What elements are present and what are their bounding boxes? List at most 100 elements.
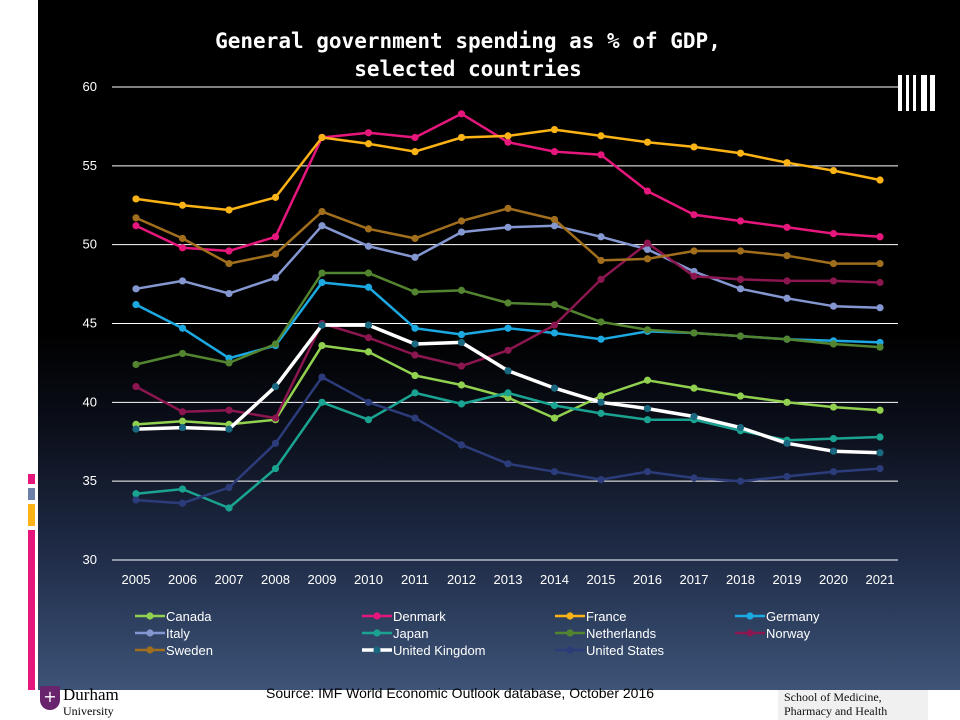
university-crest-icon [40, 686, 60, 710]
data-point-denmark [690, 211, 698, 219]
data-point-united-states [876, 464, 884, 473]
y-tick-label: 55 [83, 158, 97, 173]
data-point-denmark [643, 187, 652, 195]
data-point-canada [597, 392, 605, 400]
legend-label-norway: Norway [766, 626, 811, 641]
data-point-japan [643, 416, 652, 424]
data-point-netherlands [364, 269, 373, 277]
data-point-italy [504, 223, 512, 231]
data-point-sweden [504, 204, 512, 213]
data-point-united-kingdom [504, 367, 512, 375]
chart-title-line-1: General government spending as % of GDP, [215, 29, 721, 53]
x-tick-label: 2008 [261, 572, 290, 587]
data-point-united-states [364, 398, 373, 406]
data-point-germany [457, 330, 466, 339]
data-point-france [550, 125, 559, 134]
data-point-canada [876, 406, 884, 414]
legend-label-sweden: Sweden [166, 643, 213, 658]
data-point-united-kingdom [783, 439, 791, 447]
data-point-france [364, 140, 373, 148]
y-tick-label: 50 [83, 237, 97, 252]
data-point-italy [736, 285, 745, 293]
data-point-united-states [318, 373, 326, 381]
university-logo-subtitle: University [63, 704, 114, 718]
data-point-united-states [411, 414, 419, 422]
data-point-japan [225, 504, 233, 512]
x-tick-label: 2009 [308, 572, 337, 587]
y-tick-label: 40 [83, 394, 97, 409]
data-point-denmark [411, 133, 419, 142]
data-point-united-states [597, 475, 605, 484]
legend-marker-italy [146, 629, 154, 637]
data-point-united-kingdom [271, 382, 280, 391]
data-point-netherlands [178, 349, 187, 358]
y-tick-label: 35 [83, 473, 97, 488]
source-note: Source: IMF World Economic Outlook datab… [266, 685, 655, 701]
y-tick-label: 45 [83, 316, 97, 331]
data-point-japan [550, 401, 559, 410]
data-point-sweden [643, 255, 652, 263]
data-point-sweden [876, 259, 884, 268]
data-point-norway [829, 277, 838, 285]
x-tick-label: 2011 [401, 572, 429, 587]
data-point-france [271, 193, 280, 201]
accent-bar-yellow [28, 504, 35, 526]
dark-background-panel [38, 0, 960, 690]
data-point-japan [829, 434, 838, 443]
data-point-japan [271, 464, 280, 473]
data-point-netherlands [643, 326, 652, 334]
data-point-united-kingdom [411, 340, 419, 348]
legend-label-italy: Italy [166, 626, 190, 641]
data-point-sweden [736, 247, 745, 255]
data-point-united-states [783, 472, 791, 481]
data-point-canada [411, 371, 419, 380]
data-point-denmark [736, 217, 745, 225]
data-point-canada [318, 341, 326, 350]
data-point-denmark [504, 138, 512, 146]
legend-marker-norway [746, 629, 754, 637]
data-point-italy [411, 253, 419, 261]
chart-title: General government spending as % of GDP,… [38, 27, 898, 83]
legend-marker-united-states [566, 646, 574, 654]
legend-marker-france [566, 612, 574, 620]
x-tick-label: 2019 [773, 572, 802, 587]
data-point-sweden [550, 215, 559, 224]
school-logo: School of Medicine, Pharmacy and Health [778, 690, 928, 720]
x-tick-label: 2013 [494, 572, 523, 587]
data-point-netherlands [225, 359, 233, 367]
data-point-netherlands [783, 335, 791, 343]
legend-marker-united-kingdom [373, 646, 381, 654]
data-point-united-states [829, 468, 838, 476]
data-point-norway [550, 321, 559, 329]
data-point-netherlands [597, 318, 605, 326]
data-point-united-kingdom [643, 405, 652, 413]
data-point-italy [132, 285, 140, 293]
data-point-united-kingdom [457, 338, 466, 347]
legend-marker-sweden [146, 646, 154, 654]
data-point-united-kingdom [550, 384, 559, 392]
data-point-italy [178, 277, 187, 285]
data-point-canada [457, 381, 466, 389]
school-logo-line-1: School of Medicine, [784, 690, 882, 704]
accent-bar-blue [28, 488, 35, 500]
data-point-italy [550, 222, 559, 230]
data-point-germany [364, 283, 373, 291]
data-point-united-states [550, 468, 559, 476]
corner-decoration-line [921, 75, 927, 111]
data-point-united-states [225, 483, 233, 492]
data-point-denmark [364, 129, 373, 137]
data-point-netherlands [829, 340, 838, 348]
data-point-netherlands [411, 288, 419, 296]
x-tick-label: 2010 [354, 572, 383, 587]
data-point-italy [225, 289, 233, 298]
university-logo-name: Durham [63, 685, 119, 704]
data-point-france [829, 166, 838, 175]
data-point-france [690, 143, 698, 151]
legend-label-united-kingdom: United Kingdom [393, 643, 486, 658]
data-point-united-kingdom [132, 425, 140, 433]
data-point-japan [876, 433, 884, 441]
data-point-france [457, 133, 466, 142]
line-chart: 30 35 40 45 50 55 60 2005 2006 2007 2008 2009 2010 20… [83, 110, 884, 658]
data-point-sweden [597, 256, 605, 265]
data-point-germany [550, 329, 559, 337]
